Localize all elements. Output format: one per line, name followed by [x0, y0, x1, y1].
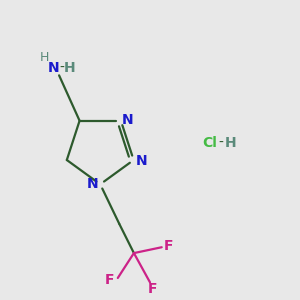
Text: F: F — [105, 273, 114, 287]
Text: H: H — [40, 51, 49, 64]
Text: H: H — [64, 61, 75, 75]
Text: N: N — [47, 61, 59, 75]
Text: N: N — [122, 113, 134, 127]
Text: -: - — [60, 61, 64, 75]
Text: Cl: Cl — [203, 136, 218, 150]
Text: H: H — [225, 136, 236, 150]
Text: F: F — [164, 239, 173, 254]
Text: N: N — [87, 177, 98, 191]
Text: F: F — [148, 282, 157, 296]
Text: N: N — [135, 154, 147, 168]
Text: -: - — [219, 136, 224, 150]
